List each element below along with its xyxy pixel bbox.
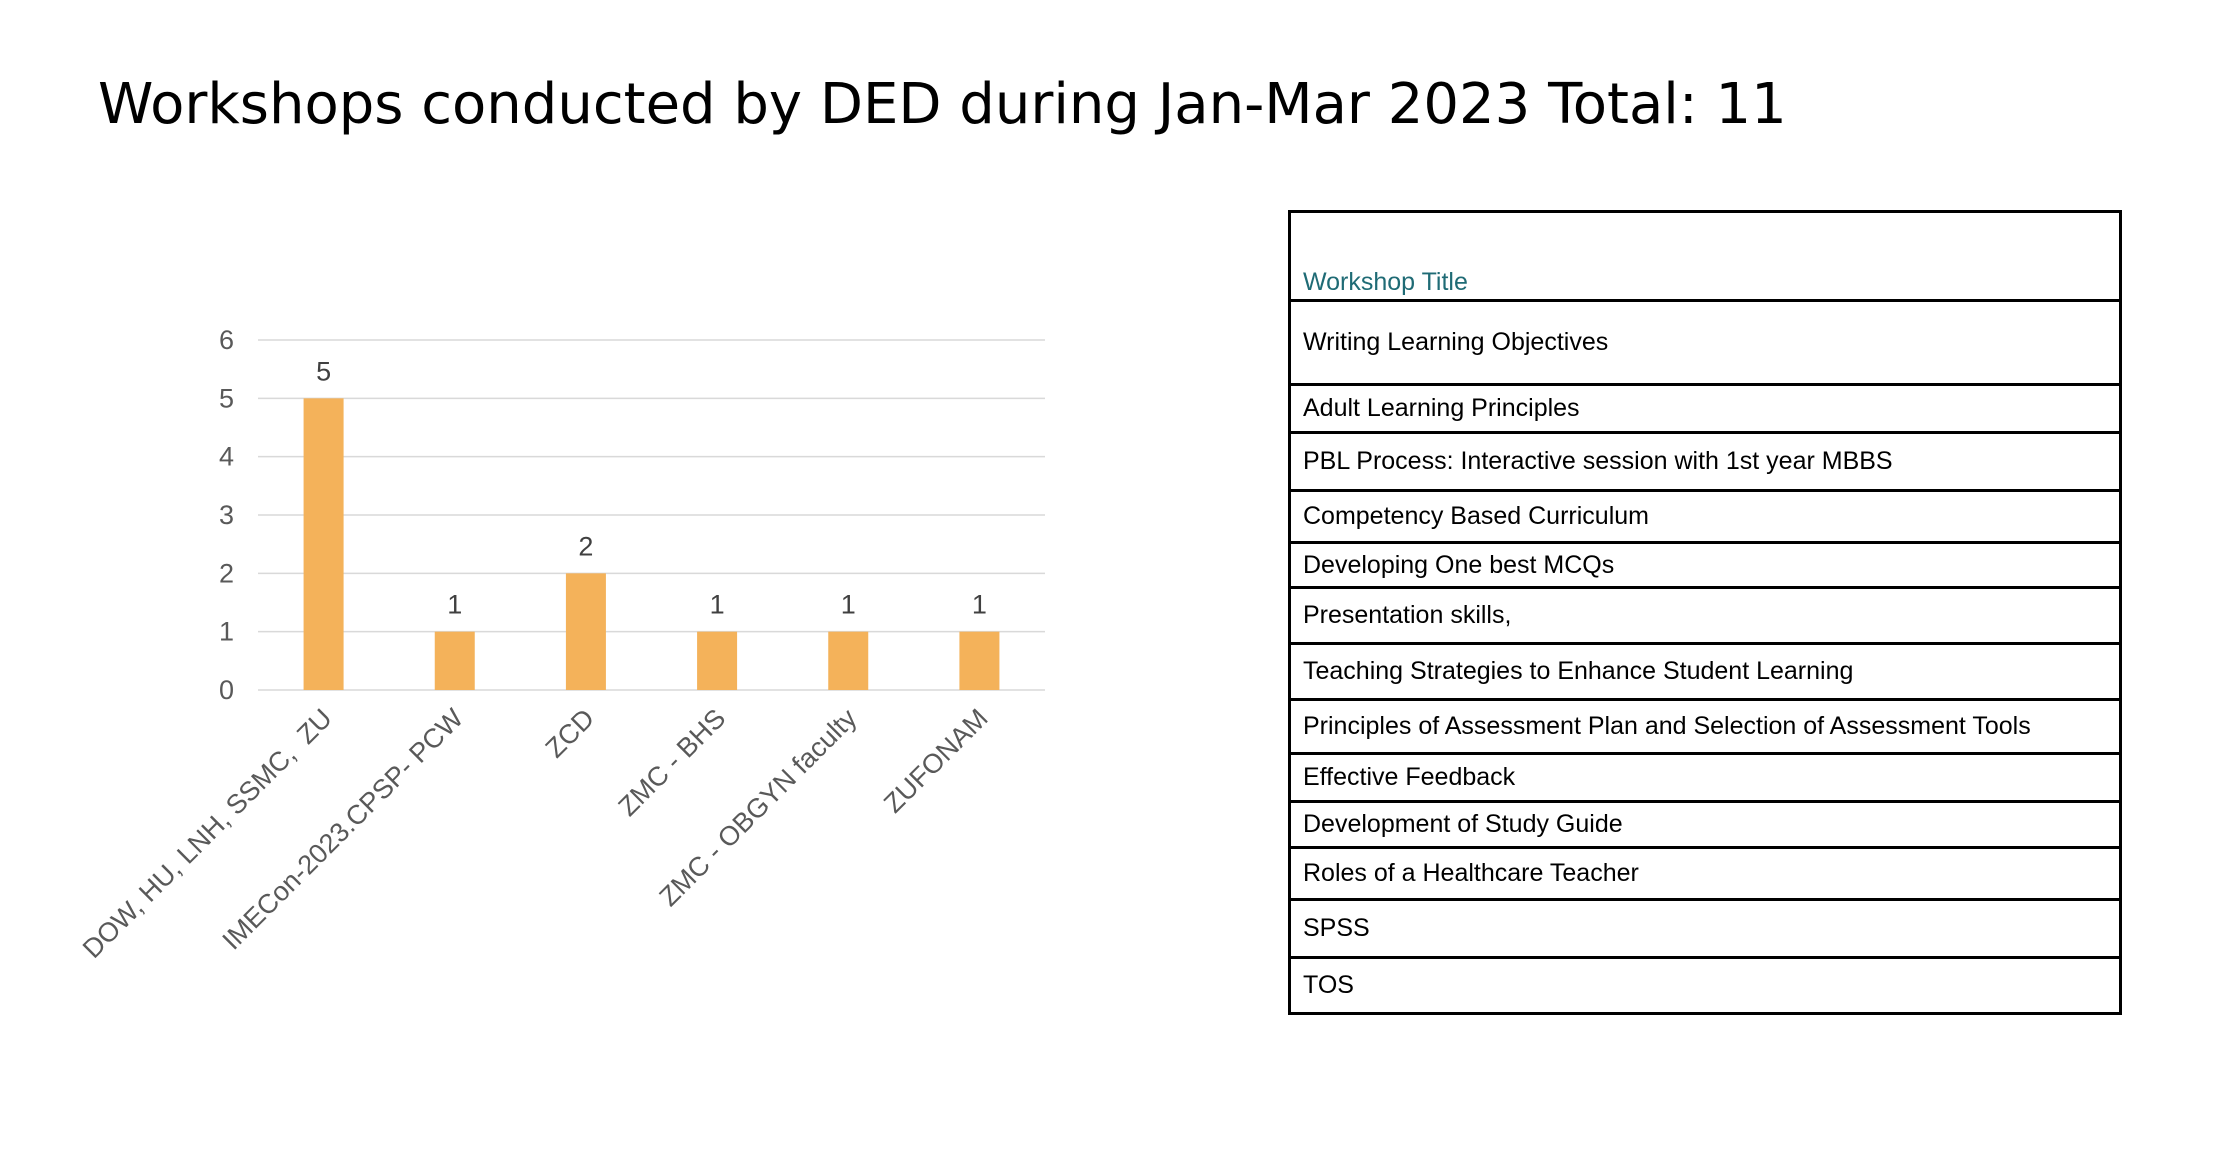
table-cell: Competency Based Curriculum — [1288, 489, 2122, 544]
y-tick-label: 3 — [219, 500, 234, 530]
y-tick-label: 6 — [219, 325, 234, 355]
bar — [697, 631, 738, 690]
data-label: 1 — [841, 590, 856, 620]
table-row: Presentation skills, — [1288, 586, 2122, 645]
table-row: PBL Process: Interactive session with 1s… — [1288, 431, 2122, 492]
data-label: 5 — [316, 356, 331, 386]
table-cell: Developing One best MCQs — [1288, 541, 2122, 589]
table-cell: Roles of a Healthcare Teacher — [1288, 846, 2122, 901]
bar — [565, 573, 606, 690]
x-tick-label: ZCD — [540, 703, 600, 763]
x-tick-label: ZUFONAM — [878, 703, 994, 819]
table-cell: Effective Feedback — [1288, 752, 2122, 803]
table-row: Effective Feedback — [1288, 752, 2122, 803]
bar-chart: 0 1 2 3 4 5 6 5 DOW, HU, LNH, SSMC, ZU 1 IMECon-20… — [77, 325, 1045, 964]
table-row: Writing Learning Objectives — [1288, 299, 2122, 386]
x-tick-label: DOW, HU, LNH, SSMC, ZU — [77, 703, 338, 964]
data-label: 1 — [710, 590, 725, 620]
table-header-row: Workshop Title — [1288, 210, 2122, 302]
y-tick-label: 0 — [219, 675, 234, 705]
y-tick-label: 1 — [219, 617, 234, 647]
table-row: Development of Study Guide — [1288, 800, 2122, 849]
y-tick-label: 4 — [219, 442, 234, 472]
data-label: 1 — [972, 590, 987, 620]
y-tick-label: 5 — [219, 383, 234, 413]
table-cell: SPSS — [1288, 898, 2122, 959]
bar — [959, 631, 1000, 690]
table-row: Principles of Assessment Plan and Select… — [1288, 698, 2122, 755]
table-row: Developing One best MCQs — [1288, 541, 2122, 589]
x-tick-label: IMECon-2023.CPSP- PCW — [216, 703, 469, 956]
bar — [303, 398, 344, 690]
y-tick-label: 2 — [219, 558, 234, 588]
table-header-cell: Workshop Title — [1288, 210, 2122, 302]
table-row: Competency Based Curriculum — [1288, 489, 2122, 544]
bar — [434, 631, 475, 690]
table-cell: TOS — [1288, 956, 2122, 1015]
table-cell: Principles of Assessment Plan and Select… — [1288, 698, 2122, 755]
table-cell: Teaching Strategies to Enhance Student L… — [1288, 642, 2122, 701]
workshop-table: Workshop Title Writing Learning Objectiv… — [1288, 210, 2122, 1015]
x-tick-label: ZMC - BHS — [613, 703, 732, 822]
table-row: TOS — [1288, 956, 2122, 1015]
slide-title: Workshops conducted by DED during Jan-Ma… — [98, 72, 1787, 137]
data-label: 1 — [447, 590, 462, 620]
table-cell: Writing Learning Objectives — [1288, 299, 2122, 386]
table-cell: Presentation skills, — [1288, 586, 2122, 645]
table-row: Adult Learning Principles — [1288, 383, 2122, 434]
table-row: SPSS — [1288, 898, 2122, 959]
table-cell: Adult Learning Principles — [1288, 383, 2122, 434]
table-row: Roles of a Healthcare Teacher — [1288, 846, 2122, 901]
table-cell: PBL Process: Interactive session with 1s… — [1288, 431, 2122, 492]
bar — [828, 631, 869, 690]
data-label: 2 — [578, 531, 593, 561]
table-cell: Development of Study Guide — [1288, 800, 2122, 849]
table-row: Teaching Strategies to Enhance Student L… — [1288, 642, 2122, 701]
